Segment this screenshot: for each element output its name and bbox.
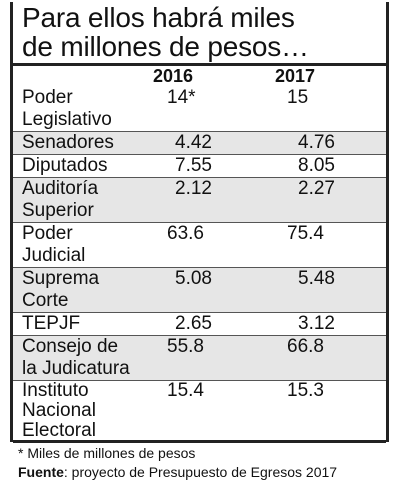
table-row: Instituto Nacional Electoral 15.4 15.3 — [13, 380, 386, 441]
row-label: Consejo de la Judicatura — [22, 336, 130, 379]
table-row: TEPJF 2.65 3.12 — [13, 313, 386, 335]
value-2017: 15.3 — [287, 380, 324, 401]
title-divider — [13, 63, 386, 66]
table-row: Senadores 4.42 4.76 — [13, 132, 386, 154]
row-label: Diputados — [22, 155, 108, 176]
table-bottom-divider — [13, 440, 386, 443]
year-header-row: 2016 2017 — [13, 66, 386, 86]
table-row: Poder Judicial 63.6 75.4 — [13, 223, 386, 267]
table-row: Auditoría Superior 2.12 2.27 — [13, 178, 386, 222]
row-divider — [13, 312, 386, 313]
row-label: Senadores — [22, 132, 114, 153]
value-2017: 8.05 — [298, 155, 335, 176]
table-row: Diputados 7.55 8.05 — [13, 155, 386, 177]
value-2017: 2.27 — [298, 178, 335, 199]
row-divider — [13, 222, 386, 223]
value-2017: 4.76 — [298, 132, 335, 153]
footnote: * Miles de millones de pesos — [18, 445, 196, 461]
row-label: Suprema Corte — [22, 268, 100, 311]
row-divider — [13, 177, 386, 178]
year-2016-header: 2016 — [153, 66, 194, 86]
source-line: Fuente: proyecto de Presupuesto de Egres… — [18, 463, 337, 481]
row-label: Auditoría Superior — [22, 178, 99, 221]
row-divider — [13, 335, 386, 336]
row-divider — [13, 267, 386, 268]
source-label: Fuente — [18, 464, 64, 480]
value-2017: 75.4 — [287, 223, 324, 244]
table-frame — [10, 2, 389, 442]
value-2017: 66.8 — [287, 336, 324, 357]
value-2017: 3.12 — [298, 313, 335, 334]
value-2016: 15.4 — [167, 380, 204, 401]
value-2016: 63.6 — [167, 223, 204, 244]
value-2017: 15 — [287, 87, 309, 108]
table-row: Consejo de la Judicatura 55.8 66.8 — [13, 336, 386, 380]
value-2016: 2.65 — [175, 313, 212, 334]
value-2016: 2.12 — [175, 178, 212, 199]
source-text: : proyecto de Presupuesto de Egresos 201… — [63, 464, 338, 480]
page-title: Para ellos habrá miles de millones de pe… — [22, 3, 392, 61]
value-2016: 14* — [167, 87, 196, 108]
value-2016: 7.55 — [175, 155, 212, 176]
value-2016: 4.42 — [175, 132, 212, 153]
row-label: Instituto Nacional Electoral — [22, 380, 96, 441]
table-row: Poder Legislativo 14* 15 — [13, 87, 386, 131]
value-2017: 5.48 — [298, 268, 335, 289]
row-label: Poder Legislativo — [22, 87, 112, 130]
title-line-2: de millones de pesos… — [22, 31, 309, 62]
value-2016: 55.8 — [167, 336, 204, 357]
row-label: TEPJF — [22, 313, 81, 334]
row-divider — [13, 154, 386, 155]
row-divider — [13, 380, 386, 381]
table-row: Suprema Corte 5.08 5.48 — [13, 268, 386, 312]
year-2017-header: 2017 — [275, 66, 316, 86]
row-label: Poder Judicial — [22, 223, 86, 266]
value-2016: 5.08 — [175, 268, 212, 289]
row-divider — [13, 131, 386, 132]
title-line-1: Para ellos habrá miles — [22, 2, 295, 33]
